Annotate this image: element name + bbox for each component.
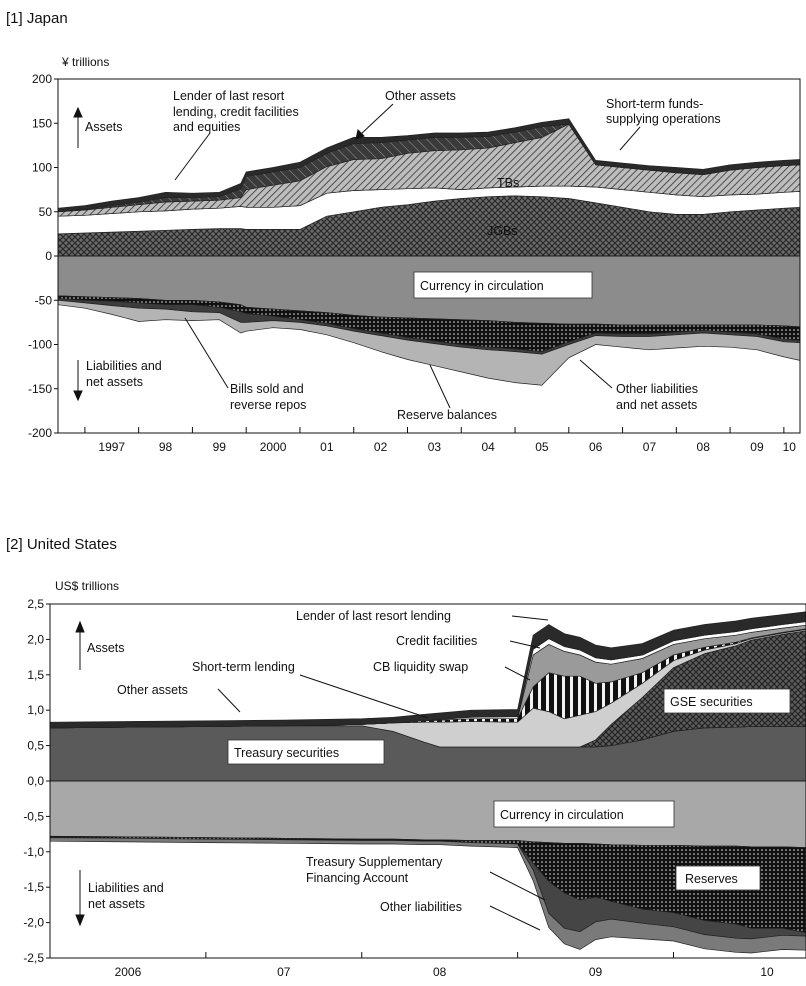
us-treasury-label: Treasury securities <box>234 746 339 760</box>
us-y-tick-label: 0,5 <box>27 739 44 753</box>
us-y-unit: US$ trillions <box>55 579 120 593</box>
japan-y-unit: ¥ trillions <box>62 55 110 69</box>
us-tsfa-label-1: Treasury Supplementary <box>306 855 443 869</box>
us-liabilities-label-1: Liabilities and <box>88 881 164 895</box>
japan-x-tick-label: 09 <box>750 440 764 454</box>
us-treasury-box <box>227 739 385 765</box>
assets-area-other-assets <box>49 611 806 729</box>
japan-liabilities-label-1: Liabilities and <box>86 359 162 373</box>
us-credit-label: Credit facilities <box>396 634 477 648</box>
us-y-tick-label: -2,0 <box>23 916 44 930</box>
japan-lender-label-1: Lender of last resort <box>173 89 285 103</box>
japan-other-liab-label-2: and net assets <box>616 398 697 412</box>
japan-y-tick-label: 200 <box>32 72 52 86</box>
us-x-tick-label: 10 <box>760 965 774 979</box>
us-y-tick-label: 1,0 <box>27 703 44 717</box>
liabilities-area-other-liabilities <box>49 837 806 954</box>
us-reserves-label: Reserves <box>685 872 738 886</box>
us-short-term-label: Short-term lending <box>192 660 295 674</box>
us-reserves-box <box>675 865 761 891</box>
us-y-tick-label: -1,0 <box>23 845 44 859</box>
japan-x-tick-label: 2000 <box>260 440 287 454</box>
japan-x-tick-label: 07 <box>643 440 657 454</box>
japan-y-tick-label: 100 <box>32 161 52 175</box>
japan-y-tick-label: -150 <box>28 382 52 396</box>
japan-chart: 200 150 100 50 0 -50 -100 -150 -200 1997 98 99 2000 0… <box>28 72 801 454</box>
japan-x-tick-label: 02 <box>374 440 388 454</box>
japan-other-assets-label: Other assets <box>385 89 456 103</box>
us-lender-label: Lender of last resort lending <box>296 609 451 623</box>
japan-short-term-label-2: supplying operations <box>606 112 721 126</box>
japan-currency-label: Currency in circulation <box>420 279 544 293</box>
us-other-assets-label: Other assets <box>117 683 188 697</box>
japan-x-tick-label: 99 <box>213 440 227 454</box>
us-y-tick-label: -0,5 <box>23 809 44 823</box>
japan-y-tick-label: 0 <box>45 249 52 263</box>
japan-y-tick-label: 50 <box>39 205 53 219</box>
japan-jgbs-label: JGBs <box>487 224 518 238</box>
japan-currency-box <box>413 271 593 299</box>
japan-x-tick-label: 10 <box>783 440 797 454</box>
japan-y-tick-label: -50 <box>35 293 53 307</box>
japan-assets-label: Assets <box>85 120 123 134</box>
japan-y-tick-label: 150 <box>32 116 52 130</box>
japan-x-tick-label: 08 <box>697 440 711 454</box>
us-other-liab-label: Other liabilities <box>380 900 462 914</box>
japan-short-term-label-1: Short-term funds- <box>606 97 703 111</box>
us-x-tick-label: 08 <box>433 965 447 979</box>
us-x-tick-label: 07 <box>277 965 291 979</box>
us-tsfa-label-2: Financing Account <box>306 871 409 885</box>
us-gse-label: GSE securities <box>670 695 753 709</box>
us-y-tick-label: -2,5 <box>23 951 44 965</box>
japan-other-liab-label-1: Other liabilities <box>616 382 698 396</box>
japan-x-tick-label: 01 <box>320 440 334 454</box>
us-y-tick-label: 2,0 <box>27 632 44 646</box>
us-y-tick-label: 0,0 <box>27 774 44 788</box>
japan-panel-title: [1] Japan <box>6 10 68 27</box>
japan-x-tick-label: 05 <box>535 440 549 454</box>
japan-reserve-label: Reserve balances <box>397 408 497 422</box>
us-y-tick-label: 2,5 <box>27 597 44 611</box>
japan-x-tick-label: 03 <box>428 440 442 454</box>
us-assets-label: Assets <box>87 641 125 655</box>
japan-leader-lines <box>73 103 641 409</box>
us-liabilities-label-2: net assets <box>88 897 145 911</box>
japan-y-tick-label: -200 <box>28 426 52 440</box>
japan-x-tick-label: 04 <box>481 440 495 454</box>
japan-x-tick-label: 1997 <box>98 440 125 454</box>
us-x-tick-label: 2006 <box>115 965 142 979</box>
japan-bills-label-2: reverse repos <box>230 398 306 412</box>
us-y-tick-label: -1,5 <box>23 880 44 894</box>
japan-bills-label-1: Bills sold and <box>230 382 304 396</box>
japan-lender-label-3: and equities <box>173 120 240 134</box>
japan-liabilities-label-2: net assets <box>86 375 143 389</box>
japan-lender-label-2: lending, credit facilities <box>173 105 299 119</box>
us-cb-swap-label: CB liquidity swap <box>373 660 468 674</box>
us-panel-title: [2] United States <box>6 536 117 553</box>
us-y-tick-label: 1,5 <box>27 668 44 682</box>
us-leader-lines <box>75 615 549 931</box>
us-currency-box <box>493 800 675 828</box>
us-currency-label: Currency in circulation <box>500 808 624 822</box>
us-gse-box <box>663 688 791 714</box>
japan-x-tick-label: 06 <box>589 440 603 454</box>
japan-tbs-label: TBs <box>497 176 519 190</box>
japan-x-tick-label: 98 <box>159 440 173 454</box>
japan-y-tick-label: -100 <box>28 338 52 352</box>
us-x-tick-label: 09 <box>589 965 603 979</box>
